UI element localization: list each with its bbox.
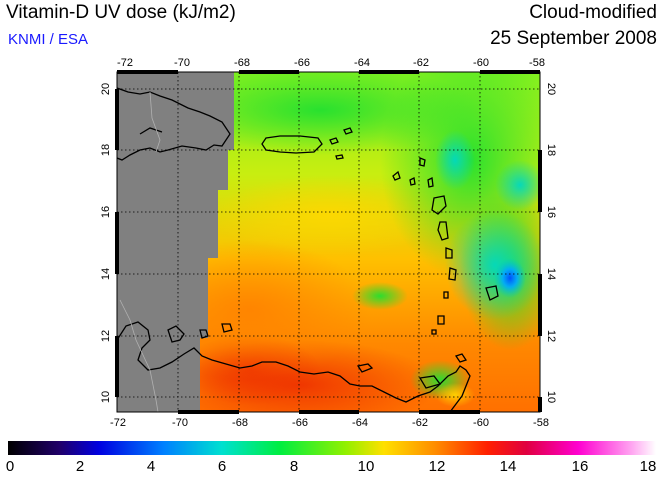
lon-tick: -66 [294,57,310,69]
lat-tick: 12 [100,330,112,342]
lon-tick: -58 [529,57,545,69]
lat-tick: 18 [100,144,112,156]
lat-tick: 18 [545,144,557,156]
date-label: 25 September 2008 [490,28,657,49]
graticule [117,72,540,412]
map-frame [115,70,542,414]
lon-tick: -70 [174,57,190,69]
no-data-region [117,72,234,412]
lon-tick: -72 [117,57,133,69]
lon-tick: -64 [354,57,370,69]
map-title: Vitamin-D UV dose (kJ/m2) [6,2,236,23]
lon-tick: -72 [110,417,126,429]
lon-tick: -66 [292,417,308,429]
colorbar-label: 6 [217,458,227,475]
coastlines [117,87,499,412]
colorbar-label: 10 [357,458,375,475]
colorbar [8,441,656,455]
lon-tick: -68 [232,417,248,429]
lat-tick: 20 [545,83,557,95]
lon-tick: -64 [352,417,368,429]
lat-tick: 14 [100,268,112,280]
colorbar-label: 14 [499,458,517,475]
lon-tick: -68 [234,57,250,69]
colorbar-label: 8 [289,458,299,475]
lat-tick: 20 [100,83,112,95]
colorbar-label: 16 [571,458,589,475]
lon-tick: -62 [412,417,428,429]
lat-tick: 16 [545,206,557,218]
lon-tick: -70 [172,417,188,429]
colorbar-label: 18 [639,458,657,475]
lon-tick: -60 [473,417,489,429]
colorbar-label: 0 [5,458,15,475]
colorbar-label: 12 [428,458,446,475]
lat-tick: 10 [545,391,557,403]
borders [119,91,161,412]
lon-tick: -62 [413,57,429,69]
lon-ticks-bottom: -72 -70 -68 -66 -64 -62 -60 -58 [110,417,549,429]
lon-tick: -60 [473,57,489,69]
lat-ticks-left: 20 18 16 14 12 10 [100,83,112,403]
colorbar-label: 2 [75,458,85,475]
lat-tick: 12 [545,330,557,342]
lat-tick: 10 [100,391,112,403]
lat-ticks-right: 20 18 16 14 12 10 [545,83,557,403]
lat-tick: 14 [545,268,557,280]
mode-label: Cloud-modified [529,2,657,23]
lon-ticks-top: -72 -70 -68 -66 -64 -62 -60 -58 [117,57,545,69]
lon-tick: -58 [533,417,549,429]
colorbar-label: 4 [146,458,156,475]
credit-label: KNMI / ESA [8,31,89,48]
lat-tick: 16 [100,206,112,218]
uv-field [117,72,540,412]
